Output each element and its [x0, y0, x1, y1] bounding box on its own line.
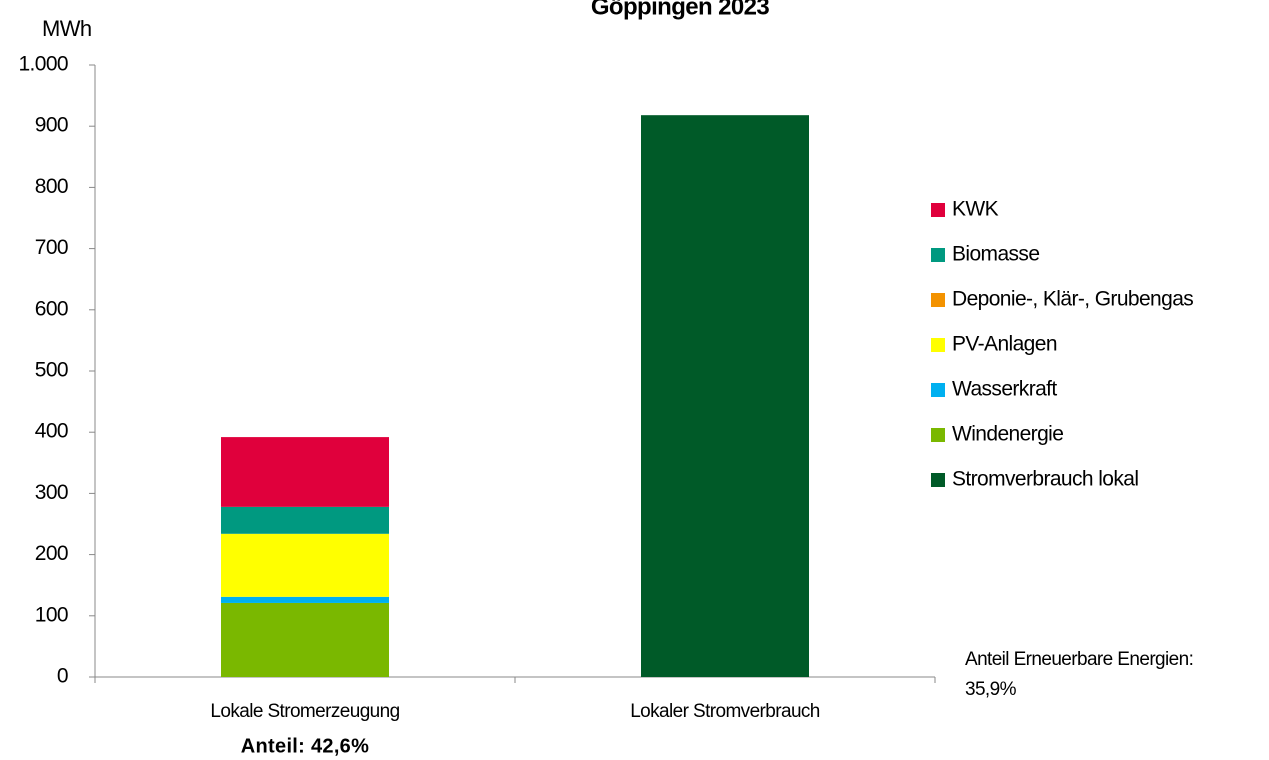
legend-swatch	[931, 293, 945, 307]
legend-label: Biomasse	[952, 243, 1039, 266]
y-tick-label: 600	[35, 297, 68, 320]
y-tick-label: 100	[35, 603, 68, 626]
legend-label: Stromverbrauch lokal	[952, 468, 1138, 491]
legend-swatch	[931, 203, 945, 217]
legend-label: Windenergie	[952, 423, 1063, 446]
y-axis-label: MWh	[42, 16, 92, 41]
legend-swatch	[931, 473, 945, 487]
annotation: Anteil Erneuerbare Energien:	[965, 649, 1193, 670]
y-tick-label: 300	[35, 481, 68, 504]
chart-title: Göppingen 2023	[591, 0, 770, 20]
legend-swatch	[931, 338, 945, 352]
annotation: 35,9%	[965, 679, 1017, 700]
legend-swatch	[931, 248, 945, 262]
annotation: Anteil: 42,6%	[241, 735, 369, 757]
x-tick-label: Lokale Stromerzeugung	[210, 701, 399, 722]
legend-label: PV-Anlagen	[952, 333, 1057, 356]
y-tick-label: 700	[35, 236, 68, 259]
y-tick-label: 900	[35, 114, 68, 137]
y-tick-label: 800	[35, 175, 68, 198]
bar-segment	[221, 437, 389, 507]
y-tick-label: 400	[35, 420, 68, 443]
x-tick-label: Lokaler Stromverbrauch	[630, 701, 820, 722]
bar-segment	[221, 602, 389, 677]
legend-label: Wasserkraft	[952, 378, 1057, 401]
bar-segment	[641, 115, 809, 677]
bar-segment	[221, 596, 389, 603]
legend-label: Deponie-, Klär-, Grubengas	[952, 288, 1193, 311]
bar-segment	[221, 533, 389, 597]
y-tick-label: 200	[35, 542, 68, 565]
legend-label: KWK	[952, 198, 999, 221]
y-tick-label: 0	[57, 665, 68, 688]
bar-segment	[221, 506, 389, 534]
legend-swatch	[931, 428, 945, 442]
legend-swatch	[931, 383, 945, 397]
y-tick-label: 500	[35, 359, 68, 382]
y-tick-label: 1.000	[18, 53, 68, 76]
